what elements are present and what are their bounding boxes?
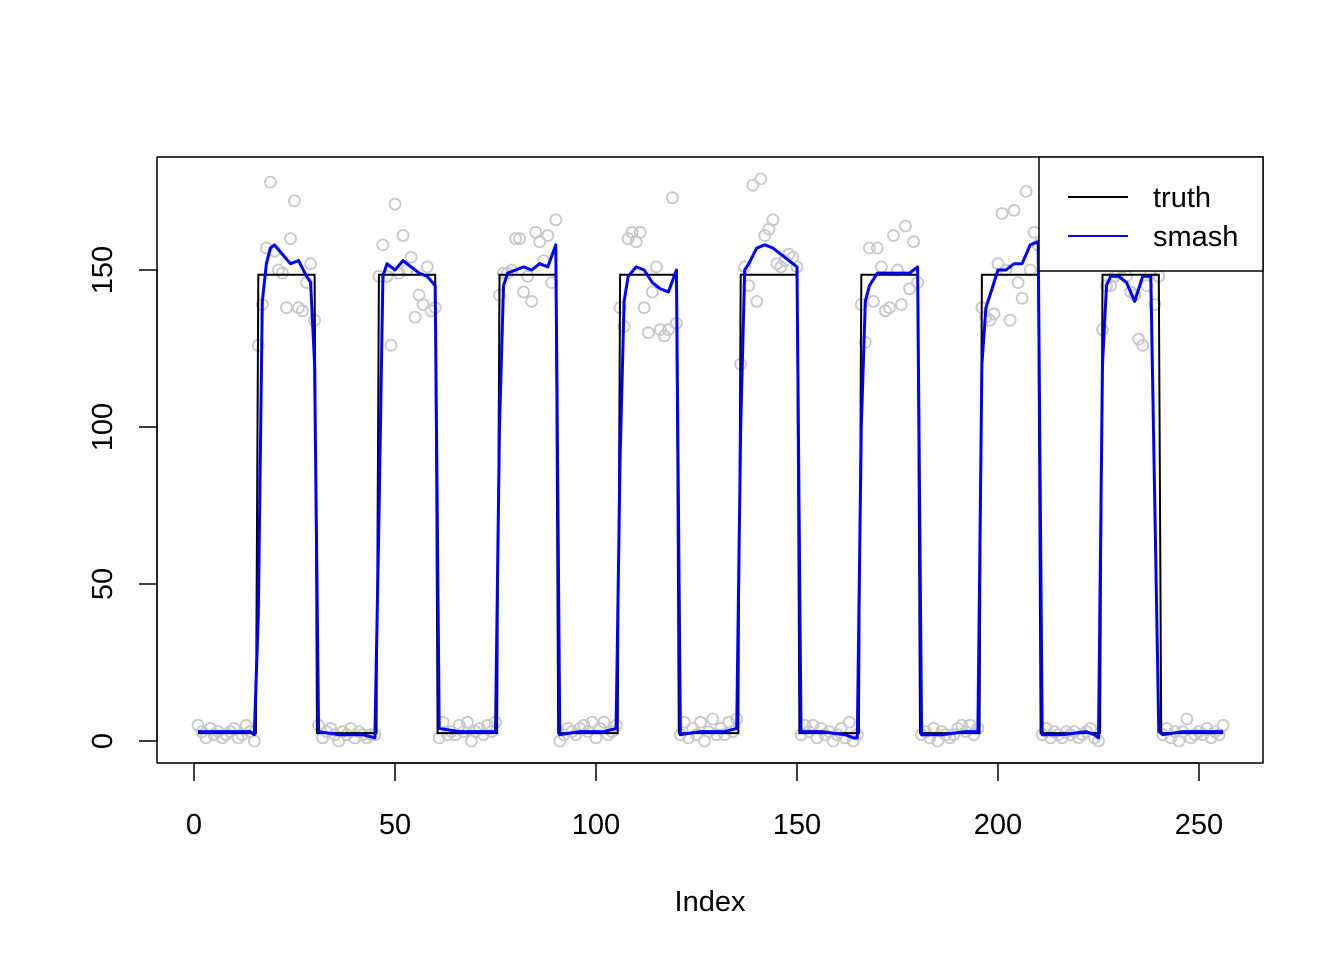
observation-point [967, 728, 981, 742]
observation-point [1011, 276, 1025, 290]
legend-truth-label: truth [1153, 182, 1211, 214]
observation-point [641, 326, 655, 340]
y-axis: 0 50 100 150 [87, 246, 158, 749]
plot-frame [156, 156, 1264, 764]
x-tick-label: 0 [186, 809, 202, 841]
observation-point [694, 715, 707, 729]
observation-point [396, 229, 410, 242]
y-tick-label: 0 [87, 733, 119, 749]
observation-point [1015, 291, 1029, 305]
observation-point [750, 294, 764, 308]
observation-point [666, 191, 679, 205]
observation-point [637, 301, 651, 315]
observation-point [754, 172, 768, 186]
y-tick-label: 50 [87, 568, 119, 600]
observation-point [867, 294, 880, 308]
observation-point [549, 213, 563, 227]
observation-point [645, 285, 659, 299]
legend-smash-label: smash [1153, 221, 1238, 253]
observation-point [1180, 712, 1194, 726]
observation-point [280, 301, 293, 315]
observation-point [533, 235, 547, 249]
y-tick-label: 150 [87, 246, 119, 294]
x-tick-label: 200 [974, 809, 1022, 841]
observation-point [758, 229, 772, 242]
observation-point [883, 301, 896, 315]
observation-point [1007, 203, 1021, 217]
observation-point [1196, 728, 1210, 742]
observation-point [846, 734, 860, 748]
observation-point [621, 232, 635, 246]
observation-point [895, 298, 908, 311]
observation-point [585, 715, 599, 729]
smash-series [198, 240, 1224, 740]
observation-point [706, 712, 719, 726]
observation-point [376, 238, 390, 252]
legend: truth smash [1038, 156, 1264, 272]
observation-point [460, 715, 474, 729]
x-tick-label: 150 [773, 809, 821, 841]
observation-point [649, 260, 663, 274]
smash-line [198, 240, 1224, 740]
observation-point [987, 307, 1001, 321]
x-axis-label: Index [675, 886, 746, 918]
observation-point [525, 294, 539, 308]
observation-point [633, 225, 647, 239]
observation-point [995, 207, 1009, 220]
observation-point [899, 219, 912, 233]
x-tick-label: 100 [572, 809, 620, 841]
observation-point [284, 232, 297, 246]
observation-point [907, 235, 920, 249]
observation-point [1003, 313, 1017, 327]
observation-point [774, 260, 788, 274]
observation-point [1136, 338, 1150, 352]
observation-point [288, 194, 301, 208]
y-tick-label: 100 [87, 403, 119, 451]
observation-point [662, 323, 675, 337]
observation-point [718, 728, 731, 742]
observation-point [826, 734, 840, 748]
observation-point [887, 229, 900, 242]
observation-point [416, 298, 430, 311]
observation-point [1148, 298, 1162, 311]
observation-point [569, 728, 583, 742]
x-tick-label: 250 [1175, 809, 1223, 841]
observation-point [263, 175, 277, 189]
observation-point [871, 241, 884, 255]
observation-point [746, 178, 760, 192]
observation-point [903, 282, 916, 296]
observation-point [710, 728, 723, 742]
observation-point [384, 338, 398, 352]
observation-point [388, 197, 402, 211]
observation-point [517, 285, 530, 299]
observation-point [404, 250, 418, 264]
observation-point [842, 715, 856, 729]
observation-point [1132, 332, 1146, 346]
observation-point [509, 232, 522, 246]
observation-point [690, 728, 703, 742]
observation-point [1019, 185, 1033, 198]
x-tick-label: 50 [379, 809, 411, 841]
observation-point [513, 232, 526, 246]
observation-point [597, 715, 611, 729]
observation-point [275, 266, 289, 280]
observation-point [541, 229, 555, 242]
observation-point [304, 257, 318, 271]
observation-point [766, 213, 780, 227]
legend-box [1038, 156, 1264, 272]
observation-point [296, 304, 309, 318]
observation-point [408, 310, 422, 324]
observation-point [420, 260, 434, 274]
observation-point [863, 241, 876, 255]
observation-point [521, 269, 535, 283]
